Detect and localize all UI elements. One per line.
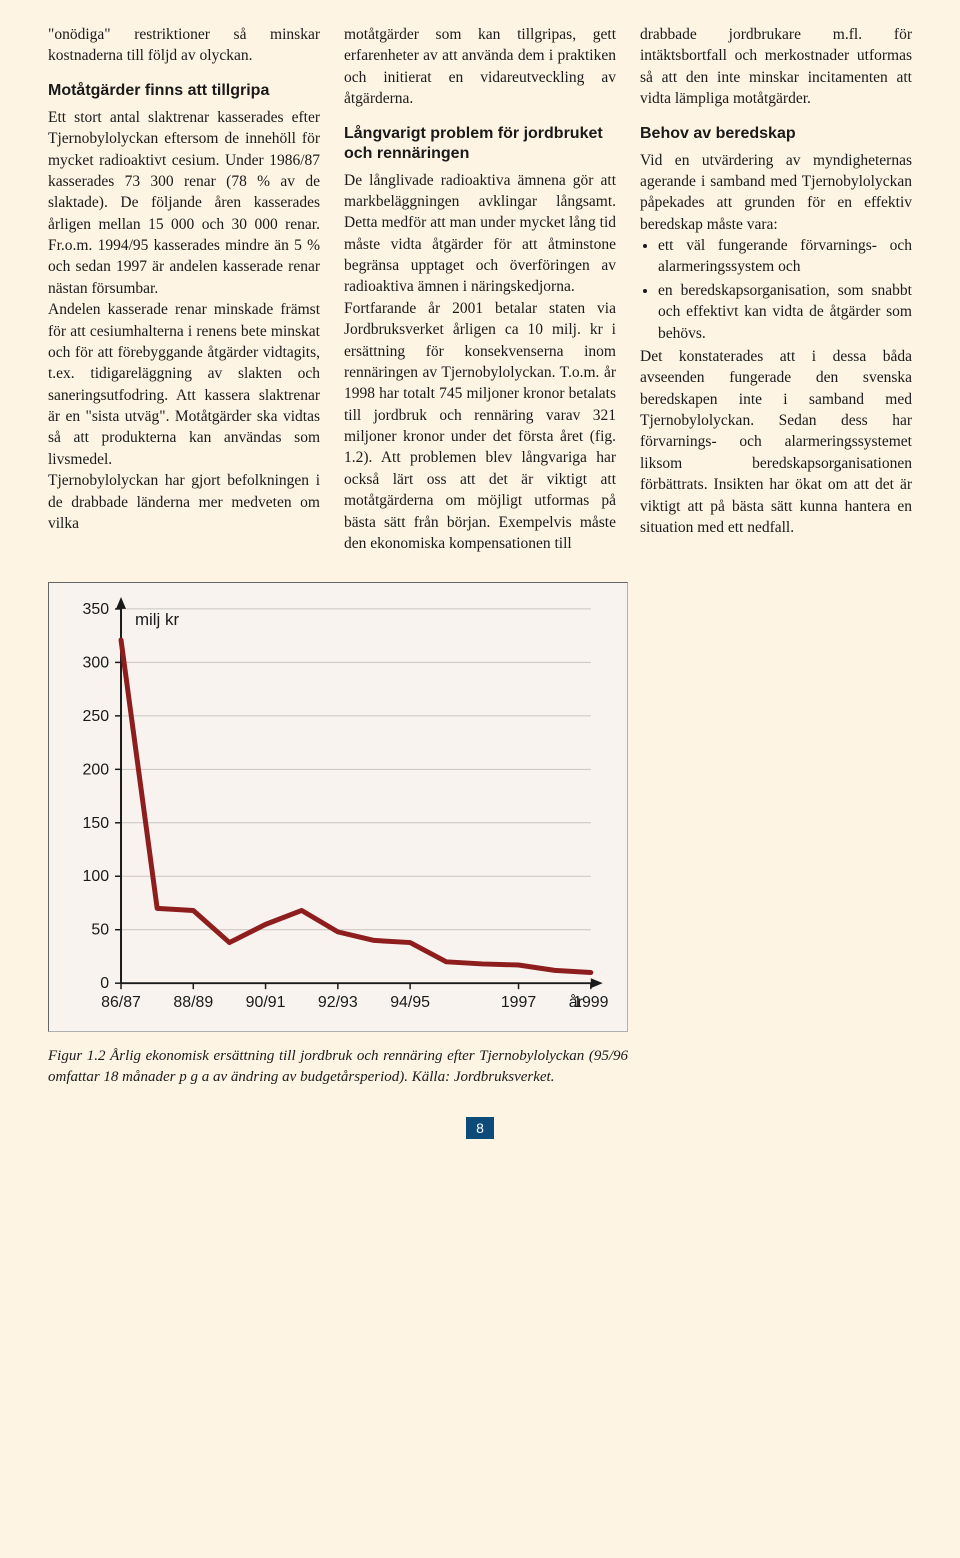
column-1: "onödiga" restriktioner så minskar kostn… (48, 24, 320, 554)
bullet-list: ett väl fungerande förvarnings- och alar… (640, 235, 912, 344)
svg-text:350: 350 (83, 601, 110, 618)
para: "onödiga" restriktioner så minskar kostn… (48, 24, 320, 67)
svg-text:milj kr: milj kr (135, 610, 180, 629)
svg-text:200: 200 (83, 762, 110, 779)
subheading-behov: Behov av beredskap (640, 124, 912, 144)
para: Ett stort antal slaktrenar kasserades ef… (48, 107, 320, 299)
para: motåtgärder som kan tillgripas, gett erf… (344, 24, 616, 110)
column-2: motåtgärder som kan tillgripas, gett erf… (344, 24, 616, 554)
svg-text:92/93: 92/93 (318, 994, 358, 1011)
svg-text:100: 100 (83, 868, 110, 885)
list-item: en beredskapsorganisation, som snabbt oc… (658, 280, 912, 344)
svg-text:300: 300 (83, 655, 110, 672)
text-columns: "onödiga" restriktioner så minskar kostn… (48, 24, 912, 554)
para: Andelen kasserade renar minskade främst … (48, 299, 320, 470)
subheading-langvarigt: Långvarigt problem för jordbruket och re… (344, 124, 616, 164)
para: Tjernobylolyckan har gjort befolkningen … (48, 470, 320, 534)
page-number: 8 (466, 1117, 494, 1139)
list-item: ett väl fungerande förvarnings- och alar… (658, 235, 912, 278)
svg-text:86/87: 86/87 (101, 994, 141, 1011)
svg-text:1997: 1997 (501, 994, 537, 1011)
para: De långlivade radioaktiva ämnena gör att… (344, 170, 616, 298)
chart-box: 0 50 100 150 200 250 300 350 86/87 88/89 90/91 92/9… (48, 582, 628, 1032)
svg-text:88/89: 88/89 (173, 994, 213, 1011)
svg-text:250: 250 (83, 708, 110, 725)
line-chart: 0 50 100 150 200 250 300 350 86/87 88/89 90/91 92/9… (65, 595, 611, 1023)
page-number-wrap: 8 (48, 1117, 912, 1139)
svg-text:0: 0 (100, 975, 109, 992)
subheading-motatgarder: Motåtgärder finns att tillgripa (48, 81, 320, 101)
figure-caption: Figur 1.2 Årlig ekonomisk ersättning til… (48, 1046, 628, 1087)
svg-text:90/91: 90/91 (246, 994, 286, 1011)
svg-text:50: 50 (91, 922, 109, 939)
svg-text:år: år (569, 993, 584, 1011)
svg-text:94/95: 94/95 (390, 994, 430, 1011)
para: drabbade jordbrukare m.fl. för intäktsbo… (640, 24, 912, 110)
para: Det konstaterades att i dessa båda avsee… (640, 346, 912, 538)
para: Vid en utvärdering av myndigheternas age… (640, 150, 912, 236)
column-3: drabbade jordbrukare m.fl. för intäktsbo… (640, 24, 912, 554)
svg-text:150: 150 (83, 815, 110, 832)
chart-container: 0 50 100 150 200 250 300 350 86/87 88/89 90/91 92/9… (48, 582, 628, 1032)
para: Fortfarande år 2001 betalar staten via J… (344, 298, 616, 555)
